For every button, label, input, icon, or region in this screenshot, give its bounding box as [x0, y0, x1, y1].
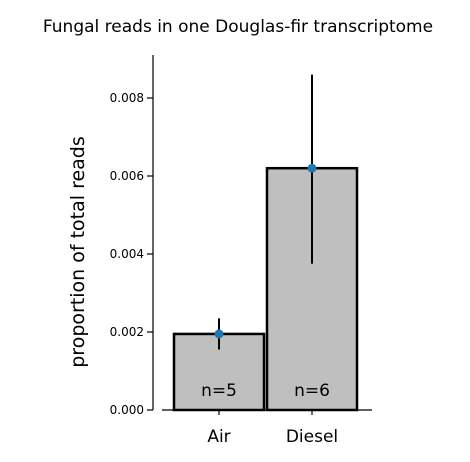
- y-axis-label: proportion of total reads: [67, 136, 89, 368]
- y-tick-label: 0.004: [110, 247, 144, 261]
- y-tick-label: 0.006: [110, 169, 144, 183]
- x-tick-label: Air: [207, 427, 230, 447]
- y-tick-label: 0.008: [110, 91, 144, 105]
- bars: n=5 Air n=6 Diesel: [172, 74, 359, 447]
- sample-size-label: n=5: [201, 381, 237, 401]
- sample-size-label: n=6: [294, 381, 330, 401]
- mean-point: [214, 329, 224, 339]
- y-tick-label: 0.000: [110, 403, 144, 417]
- y-tick-label: 0.002: [110, 325, 144, 339]
- mean-point: [307, 163, 317, 173]
- y-ticks: 0.000 0.002 0.004 0.006 0.008: [110, 91, 153, 417]
- x-tick-label: Diesel: [286, 427, 338, 447]
- chart-title: Fungal reads in one Douglas-fir transcri…: [43, 17, 433, 37]
